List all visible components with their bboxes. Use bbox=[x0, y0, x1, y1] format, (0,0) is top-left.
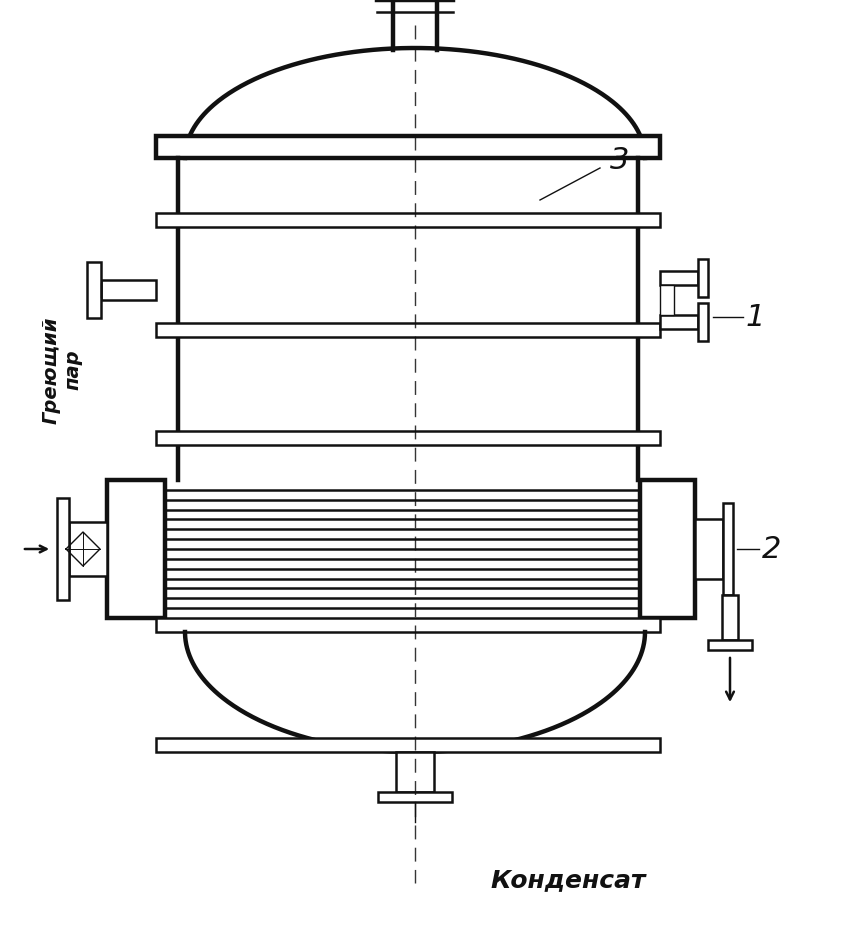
Bar bbox=[660, 285, 674, 315]
Bar bbox=[107, 480, 165, 618]
Bar bbox=[156, 738, 660, 752]
Bar bbox=[156, 213, 660, 227]
Bar bbox=[396, 752, 434, 792]
Bar bbox=[695, 519, 723, 579]
Bar bbox=[722, 595, 738, 640]
Text: 1: 1 bbox=[746, 302, 765, 331]
Bar bbox=[660, 315, 698, 329]
Bar bbox=[156, 136, 660, 158]
Text: 3: 3 bbox=[610, 145, 630, 174]
Bar bbox=[87, 262, 101, 318]
Bar bbox=[640, 480, 695, 618]
Text: 2: 2 bbox=[762, 535, 782, 564]
Bar bbox=[156, 323, 660, 337]
Bar bbox=[698, 259, 708, 297]
Bar bbox=[708, 640, 752, 650]
Text: Греющий
пар: Греющий пар bbox=[41, 316, 82, 424]
Bar bbox=[101, 280, 156, 300]
Bar bbox=[57, 498, 69, 600]
Bar bbox=[69, 522, 107, 576]
Bar bbox=[156, 618, 660, 632]
Bar bbox=[698, 303, 708, 341]
Bar bbox=[156, 431, 660, 445]
Bar bbox=[378, 792, 452, 802]
Bar bbox=[723, 503, 733, 595]
Bar bbox=[660, 271, 698, 285]
Text: Конденсат: Конденсат bbox=[490, 868, 645, 892]
